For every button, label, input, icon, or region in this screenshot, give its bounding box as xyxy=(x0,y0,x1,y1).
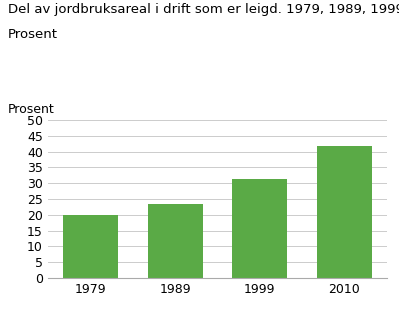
Bar xyxy=(317,146,371,278)
Bar xyxy=(148,204,203,278)
Text: Prosent: Prosent xyxy=(8,103,55,116)
Bar xyxy=(232,179,287,278)
Bar xyxy=(63,215,118,278)
Text: Del av jordbruksareal i drift som er leigd. 1979, 1989, 1999 og 2010.: Del av jordbruksareal i drift som er lei… xyxy=(8,3,399,16)
Text: Prosent: Prosent xyxy=(8,28,58,41)
